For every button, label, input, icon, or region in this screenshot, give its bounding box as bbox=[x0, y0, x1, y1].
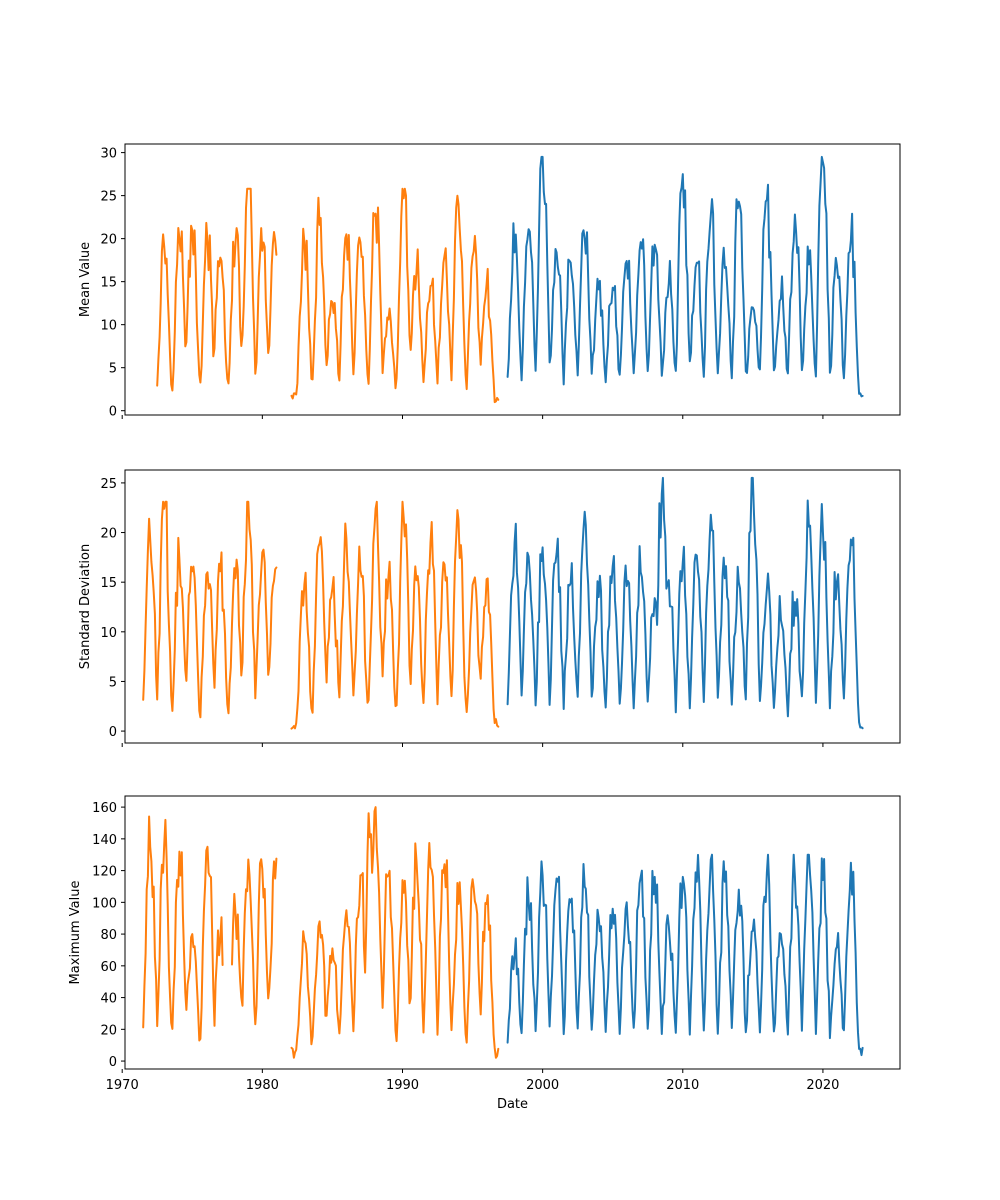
x-tick-label: 2020 bbox=[806, 1078, 839, 1093]
y-tick-label: 60 bbox=[100, 960, 117, 975]
series-line-blue bbox=[506, 155, 864, 398]
y-tick-label: 0 bbox=[109, 405, 117, 420]
y-tick-label: 10 bbox=[100, 626, 117, 641]
y-tick-label: 40 bbox=[100, 992, 117, 1007]
y-tick-label: 15 bbox=[100, 576, 117, 591]
x-tick-label: 2010 bbox=[666, 1078, 699, 1093]
y-tick-label: 120 bbox=[92, 865, 117, 880]
x-tick-label: 1970 bbox=[106, 1078, 139, 1093]
y-tick-label: 25 bbox=[100, 190, 117, 205]
y-tick-label: 80 bbox=[100, 928, 117, 943]
y-tick-label: 20 bbox=[100, 527, 117, 542]
y-axis-label: Mean Value bbox=[78, 242, 93, 317]
x-tick-label: 1990 bbox=[386, 1078, 419, 1093]
y-tick-label: 30 bbox=[100, 147, 117, 162]
y-tick-label: 100 bbox=[92, 896, 117, 911]
series-line-blue bbox=[506, 476, 864, 730]
subplot-1: 0 5 10 15 20 25 30 Mean Value bbox=[78, 143, 901, 420]
plot-frame bbox=[124, 795, 901, 1070]
y-axis-label: Standard Deviation bbox=[78, 544, 93, 669]
y-tick-label: 160 bbox=[92, 801, 117, 816]
series-line-orange bbox=[142, 806, 500, 1059]
subplot-3: 0 20 40 60 80 100 120 140 160 1970 1980 1990 2000 201… bbox=[68, 795, 901, 1112]
plot-frame bbox=[124, 143, 901, 416]
y-tick-label: 140 bbox=[92, 833, 117, 848]
y-tick-label: 10 bbox=[100, 319, 117, 334]
y-tick-label: 5 bbox=[109, 362, 117, 377]
x-tick-label: 2000 bbox=[526, 1078, 559, 1093]
y-tick-label: 0 bbox=[109, 1055, 117, 1070]
y-tick-label: 15 bbox=[100, 276, 117, 291]
series-line-orange bbox=[156, 187, 500, 404]
series-line-orange bbox=[142, 500, 500, 730]
subplot-2: 0 5 10 15 20 25 Standard Deviation bbox=[78, 469, 901, 747]
y-tick-label: 20 bbox=[100, 1023, 117, 1038]
y-tick-label: 0 bbox=[109, 725, 117, 740]
x-axis-label: Date bbox=[497, 1097, 528, 1112]
y-tick-label: 25 bbox=[100, 477, 117, 492]
y-tick-label: 20 bbox=[100, 233, 117, 248]
x-tick-label: 1980 bbox=[246, 1078, 279, 1093]
y-axis-label: Maximum Value bbox=[68, 881, 83, 985]
y-tick-label: 5 bbox=[109, 675, 117, 690]
plot-frame bbox=[124, 469, 901, 744]
series-line-blue bbox=[506, 853, 864, 1057]
